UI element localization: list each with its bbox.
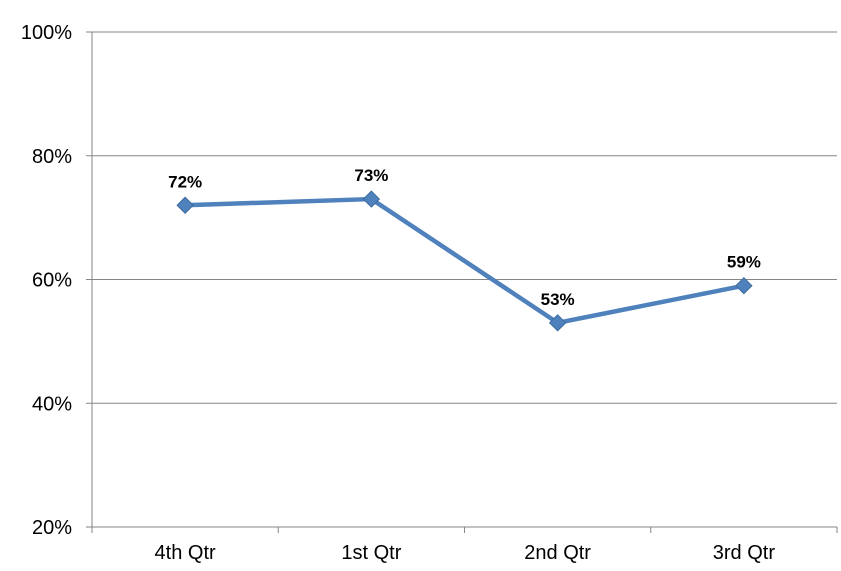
series-markers — [176, 190, 753, 332]
y-tick-label: 20% — [32, 517, 72, 539]
series-line — [182, 196, 747, 326]
data-point-marker — [176, 196, 194, 214]
y-tick-label: 40% — [32, 393, 72, 415]
data-point-marker — [362, 190, 381, 208]
data-point-label: 72% — [168, 172, 202, 191]
y-tick-label: 80% — [32, 146, 72, 168]
y-tick-label: 60% — [32, 270, 72, 292]
x-tick-label: 3rd Qtr — [713, 542, 776, 564]
data-point-marker — [548, 314, 567, 332]
data-point-label: 73% — [354, 166, 388, 185]
series-line-layer — [182, 196, 747, 326]
data-point-marker — [735, 276, 753, 295]
x-axis-tick-labels: 4th Qtr 1st Qtr 2nd Qtr 3rd Qtr — [155, 542, 776, 564]
data-labels: 72% 73% 53% 59% — [168, 166, 761, 309]
y-tick-label: 100% — [21, 22, 72, 44]
x-tick-label: 1st Qtr — [341, 542, 401, 564]
data-point-label: 59% — [727, 253, 761, 272]
x-tick-label: 2nd Qtr — [524, 542, 591, 564]
gridlines — [92, 31, 837, 404]
y-axis-tick-labels: 20% 40% 60% 80% 100% — [21, 22, 72, 539]
data-point-label: 53% — [541, 290, 575, 309]
axes — [86, 31, 838, 533]
x-tick-label: 4th Qtr — [155, 542, 216, 564]
